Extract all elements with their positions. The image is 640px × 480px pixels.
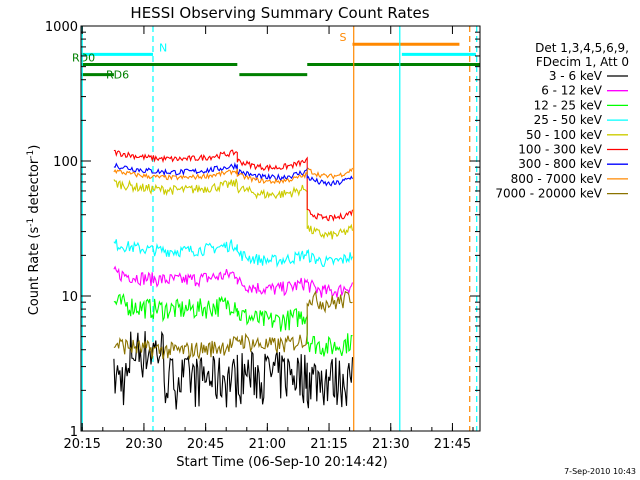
flag-label-n: N xyxy=(159,41,167,54)
legend-header-line1: Det 1,3,4,5,6,9, xyxy=(535,41,629,55)
legend-label: 800 - 7000 keV xyxy=(511,172,603,186)
flag-label-rd0: RD0 xyxy=(72,51,95,64)
legend-header-line2: FDecim 1, Att 0 xyxy=(536,55,629,69)
legend-label: 7000 - 20000 keV xyxy=(495,187,602,201)
series-line-7 xyxy=(113,167,354,185)
x-tick-label: 20:30 xyxy=(125,437,162,452)
event-lines xyxy=(81,26,478,431)
x-tick-label: 21:45 xyxy=(434,437,471,452)
legend-label: 6 - 12 keV xyxy=(541,84,603,98)
y-tick-label: 100 xyxy=(53,155,78,170)
footer-date: 7-Sep-2010 10:43 xyxy=(564,467,636,476)
y-tick-label: 1000 xyxy=(45,20,78,35)
legend-label: 300 - 800 keV xyxy=(518,157,602,171)
x-tick-label: 20:45 xyxy=(187,437,224,452)
legend-label: 12 - 25 keV xyxy=(534,98,603,112)
series-group xyxy=(113,149,354,410)
flag-label-rd6: RD6 xyxy=(106,69,129,82)
series-line-5 xyxy=(113,149,354,222)
legend-label: 3 - 6 keV xyxy=(549,69,603,83)
series-line-4 xyxy=(113,178,354,240)
y-tick-label: 10 xyxy=(61,290,78,305)
legend-label: 100 - 300 keV xyxy=(518,143,602,157)
flag-label-s: S xyxy=(339,31,346,44)
series-line-2 xyxy=(113,292,353,357)
axes: 20:15 20:30 20:45 21:00 21:15 21:30 21:45 1 10 10… xyxy=(45,20,480,452)
series-line-0 xyxy=(113,330,354,410)
x-axis-label: Start Time (06-Sep-10 20:14:42) xyxy=(176,455,387,470)
legend-label: 50 - 100 keV xyxy=(526,128,603,142)
x-tick-label: 20:15 xyxy=(63,437,100,452)
legend: Det 1,3,4,5,6,9, FDecim 1, Att 0 3 - 6 k… xyxy=(495,41,629,201)
series-line-6 xyxy=(113,161,353,187)
series-line-3 xyxy=(113,239,353,268)
y-tick-label: 1 xyxy=(70,425,78,440)
x-tick-label: 21:30 xyxy=(372,437,409,452)
chart-title: HESSI Observing Summary Count Rates xyxy=(130,4,429,22)
x-tick-label: 21:15 xyxy=(310,437,347,452)
legend-label: 25 - 50 keV xyxy=(534,113,603,127)
series-line-8 xyxy=(113,290,353,361)
y-axis-label: Count Rate (s-1 detector-1) xyxy=(26,145,42,316)
x-tick-label: 21:00 xyxy=(249,437,286,452)
flag-bars: N S RD0 RD6 xyxy=(72,31,480,82)
plot-frame xyxy=(80,25,481,432)
series-line-1 xyxy=(113,265,354,298)
